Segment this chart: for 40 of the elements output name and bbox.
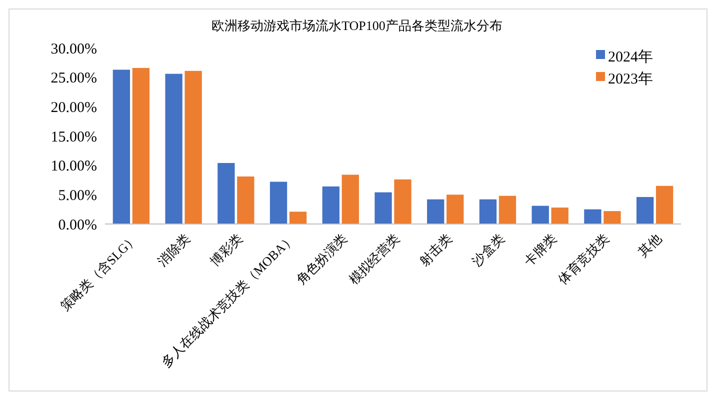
bar — [237, 176, 254, 224]
bar — [112, 70, 130, 224]
bar — [479, 199, 497, 224]
legend-label: 2024年 — [608, 48, 653, 66]
chart-title: 欧洲移动游戏市场流水TOP100产品各类型流水分布 — [212, 18, 502, 33]
bar — [342, 174, 359, 224]
legend-label: 2023年 — [608, 70, 653, 88]
bar — [446, 194, 464, 224]
bar — [636, 197, 654, 224]
bar — [132, 68, 150, 224]
bar — [604, 211, 621, 224]
bar — [394, 179, 412, 224]
x-tick-label: 射击类 — [416, 230, 455, 269]
y-tick-label: 5.00% — [58, 188, 97, 204]
y-tick-label: 10.00% — [50, 158, 97, 175]
x-tick-label: 其他 — [635, 230, 664, 260]
bar — [165, 74, 182, 224]
bar — [427, 199, 444, 224]
bar — [584, 209, 602, 224]
x-tick-label: 沙盒类 — [468, 230, 508, 269]
bar — [184, 70, 202, 224]
x-tick-label: 卡牌类 — [521, 230, 560, 269]
y-tick-label: 30.00% — [50, 41, 97, 58]
bar — [218, 162, 235, 224]
bar — [551, 208, 568, 224]
x-tick-label: 消除类 — [154, 230, 193, 269]
bar — [270, 182, 288, 224]
x-tick-label: 角色扮演类 — [293, 230, 350, 288]
y-tick-label: 0.00% — [58, 217, 97, 234]
y-tick-label: 20.00% — [50, 100, 97, 116]
bar — [374, 192, 392, 224]
y-tick-label: 15.00% — [50, 129, 97, 146]
x-tick-label: 博彩类 — [207, 230, 246, 269]
y-tick-label: 25.00% — [50, 70, 97, 87]
bar — [289, 212, 307, 224]
bar — [656, 186, 674, 224]
x-tick-label: 策略类（含SLG） — [57, 230, 141, 314]
bar — [322, 186, 340, 224]
bar — [532, 206, 549, 224]
bar — [498, 196, 516, 224]
